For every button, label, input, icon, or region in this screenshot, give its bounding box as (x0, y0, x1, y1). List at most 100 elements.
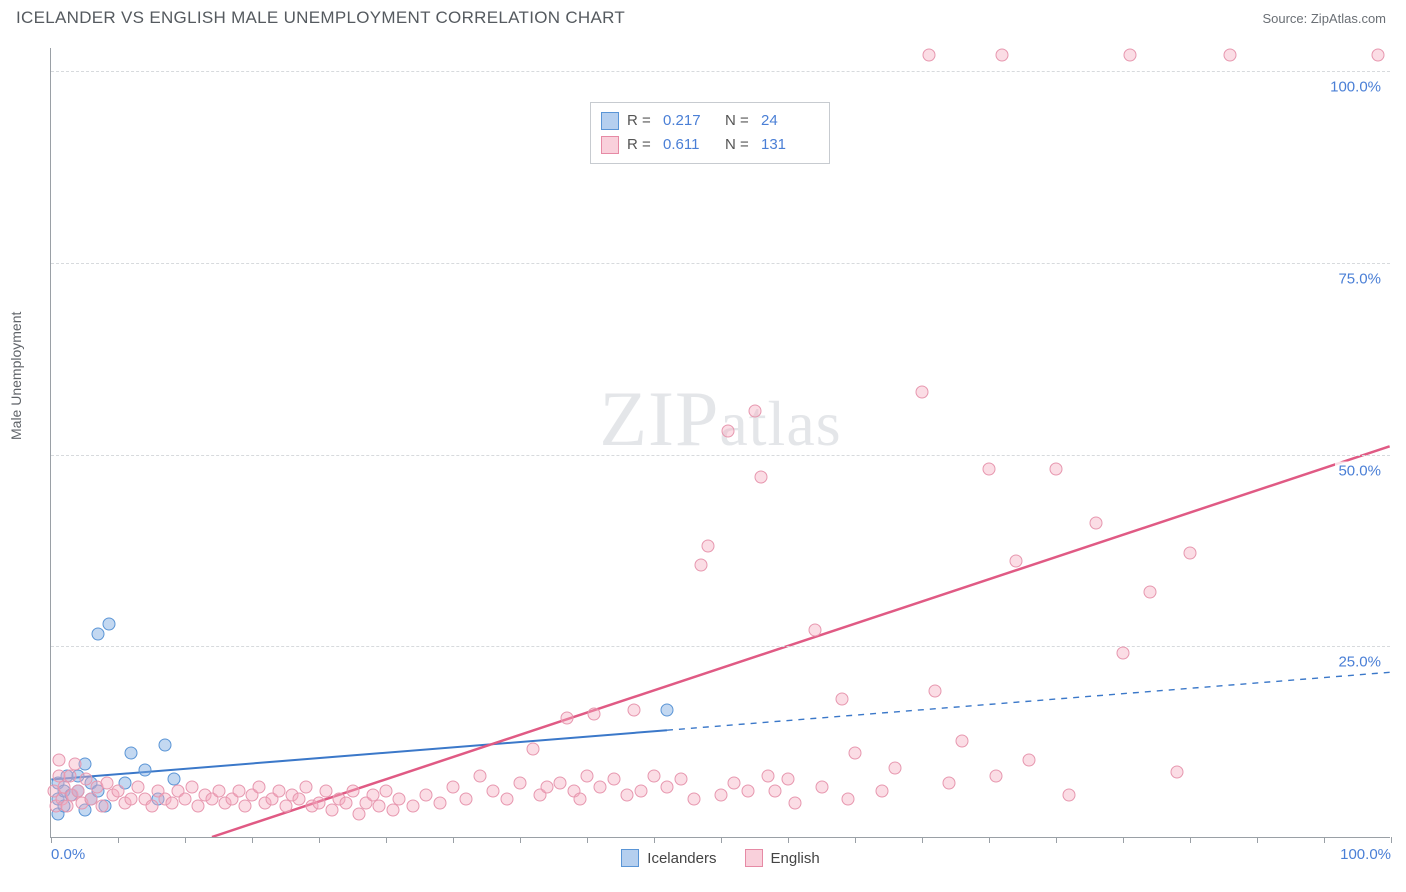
data-point (339, 796, 352, 809)
x-tick (1257, 837, 1258, 843)
data-point (1143, 585, 1156, 598)
data-point (61, 800, 74, 813)
data-point (63, 769, 76, 782)
x-tick (721, 837, 722, 843)
data-point (1170, 765, 1183, 778)
x-tick (51, 837, 52, 843)
data-point (292, 792, 305, 805)
data-point (447, 781, 460, 794)
data-point (835, 692, 848, 705)
watermark-part-1: ZIP (599, 375, 719, 462)
data-point (748, 405, 761, 418)
data-point (1009, 554, 1022, 567)
data-point (587, 708, 600, 721)
data-point (1184, 547, 1197, 560)
data-point (313, 796, 326, 809)
legend-label: English (771, 850, 820, 867)
data-point (232, 784, 245, 797)
data-point (239, 800, 252, 813)
data-point (319, 784, 332, 797)
data-point (299, 781, 312, 794)
data-point (560, 712, 573, 725)
legend-row-english: R = 0.611 N = 131 (601, 133, 815, 157)
data-point (715, 788, 728, 801)
data-point (185, 781, 198, 794)
data-point (621, 788, 634, 801)
gridline (51, 646, 1390, 647)
data-point (661, 704, 674, 717)
n-label: N = (725, 133, 753, 157)
data-point (165, 796, 178, 809)
data-point (138, 763, 151, 776)
data-point (721, 424, 734, 437)
data-point (433, 796, 446, 809)
data-point (386, 804, 399, 817)
data-point (91, 627, 104, 640)
data-point (1117, 646, 1130, 659)
x-tick (1123, 837, 1124, 843)
data-point (326, 804, 339, 817)
gridline (51, 263, 1390, 264)
data-point (594, 781, 607, 794)
x-tick (788, 837, 789, 843)
x-tick (185, 837, 186, 843)
data-point (808, 623, 821, 636)
data-point (527, 742, 540, 755)
data-point (688, 792, 701, 805)
data-point (1063, 788, 1076, 801)
data-point (279, 800, 292, 813)
page-title: ICELANDER VS ENGLISH MALE UNEMPLOYMENT C… (16, 8, 625, 28)
gridline (51, 71, 1390, 72)
gridline (51, 455, 1390, 456)
data-point (406, 800, 419, 813)
data-point (272, 784, 285, 797)
legend-row-icelanders: R = 0.217 N = 24 (601, 109, 815, 133)
x-tick (922, 837, 923, 843)
data-point (634, 784, 647, 797)
data-point (842, 792, 855, 805)
x-tick (855, 837, 856, 843)
data-point (1090, 516, 1103, 529)
n-value: 24 (761, 109, 815, 133)
data-point (849, 746, 862, 759)
data-point (125, 792, 138, 805)
data-point (956, 735, 969, 748)
x-tick (654, 837, 655, 843)
r-value: 0.217 (663, 109, 717, 133)
data-point (815, 781, 828, 794)
data-point (380, 784, 393, 797)
swatch-icon (601, 112, 619, 130)
data-point (694, 558, 707, 571)
plot-area: ZIPatlas Icelanders English 25.0%50.0%75… (50, 48, 1390, 838)
data-point (1371, 48, 1384, 61)
legend-label: Icelanders (647, 850, 716, 867)
x-tick (1056, 837, 1057, 843)
x-tick (989, 837, 990, 843)
r-label: R = (627, 133, 655, 157)
legend-bottom: Icelanders English (51, 849, 1390, 867)
watermark: ZIPatlas (599, 374, 841, 464)
n-value: 131 (761, 133, 815, 157)
data-point (661, 781, 674, 794)
x-tick-label: 100.0% (1340, 846, 1391, 863)
data-point (1050, 462, 1063, 475)
y-tick-label: 75.0% (1335, 269, 1384, 288)
data-point (889, 761, 902, 774)
x-tick (118, 837, 119, 843)
data-point (989, 769, 1002, 782)
data-point (761, 769, 774, 782)
x-tick (386, 837, 387, 843)
r-value: 0.611 (663, 133, 717, 157)
source-attribution: Source: ZipAtlas.com (1262, 11, 1386, 26)
data-point (916, 386, 929, 399)
data-point (69, 758, 82, 771)
data-point (460, 792, 473, 805)
x-tick (453, 837, 454, 843)
data-point (983, 462, 996, 475)
r-label: R = (627, 109, 655, 133)
data-point (102, 617, 115, 630)
x-tick (319, 837, 320, 843)
x-tick (1391, 837, 1392, 843)
swatch-icon (745, 849, 763, 867)
x-tick (252, 837, 253, 843)
